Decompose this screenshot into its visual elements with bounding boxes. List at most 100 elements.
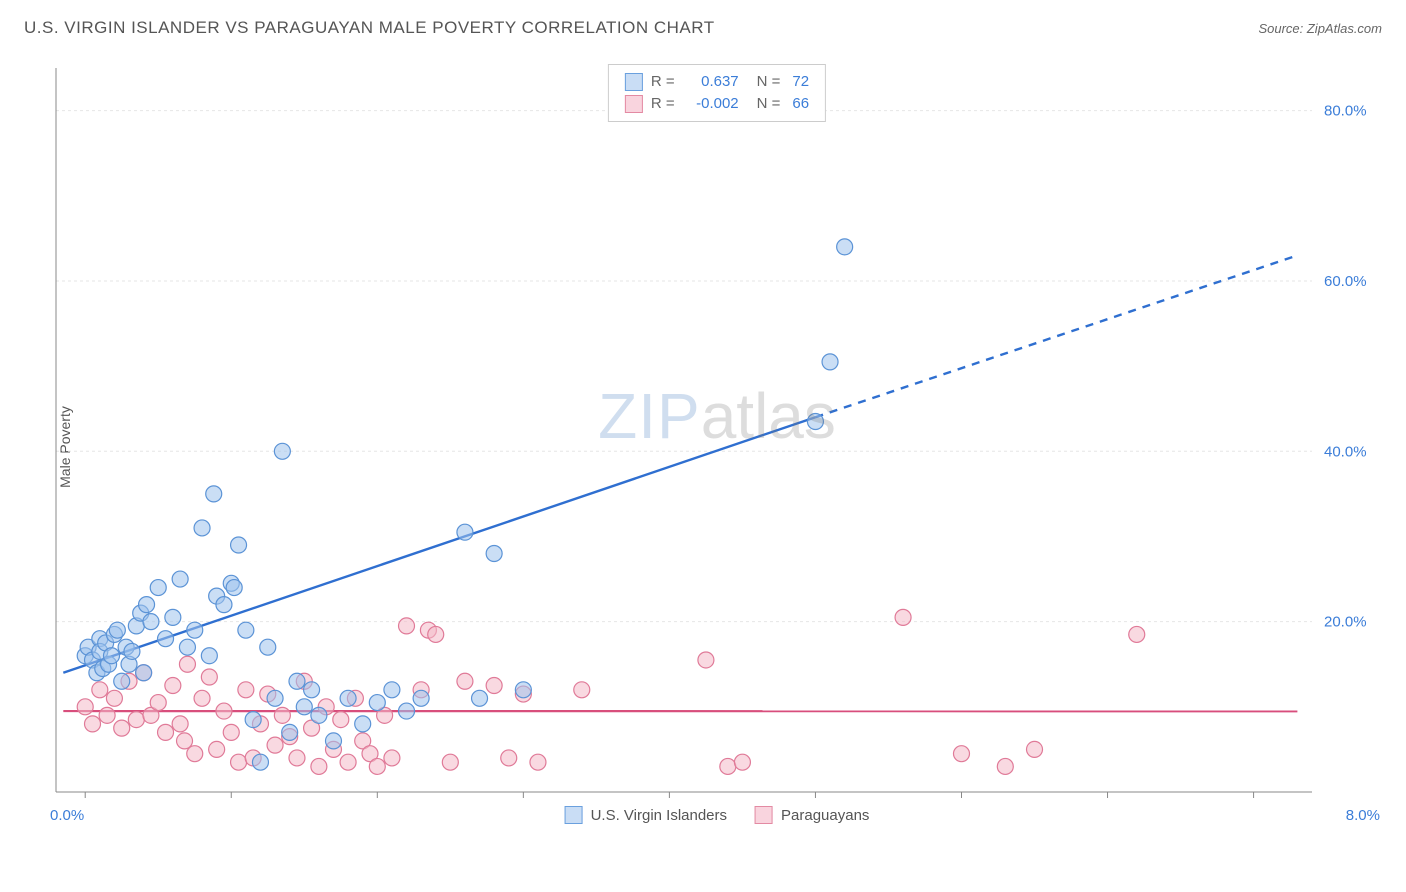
data-point [201, 648, 217, 664]
data-point [165, 678, 181, 694]
series-legend: U.S. Virgin IslandersParaguayans [565, 806, 870, 824]
data-point [179, 656, 195, 672]
corr-n-label: N = [757, 71, 781, 93]
data-point [139, 597, 155, 613]
legend-label: Paraguayans [781, 807, 869, 824]
data-point [325, 733, 341, 749]
data-point [486, 678, 502, 694]
data-point [194, 520, 210, 536]
source-name: ZipAtlas.com [1307, 21, 1382, 36]
source-attribution: Source: ZipAtlas.com [1258, 21, 1382, 36]
data-point [530, 754, 546, 770]
data-point [340, 690, 356, 706]
data-point [296, 699, 312, 715]
data-point [158, 724, 174, 740]
data-point [245, 712, 261, 728]
data-point [150, 580, 166, 596]
x-axis-start-label: 0.0% [50, 807, 84, 824]
data-point [231, 537, 247, 553]
data-point [399, 703, 415, 719]
data-point [201, 669, 217, 685]
data-point [103, 648, 119, 664]
corr-n-value: 72 [792, 71, 809, 93]
data-point [172, 571, 188, 587]
data-point [274, 443, 290, 459]
corr-r-value: 0.637 [683, 71, 739, 93]
data-point [311, 758, 327, 774]
data-point [238, 622, 254, 638]
legend-swatch [755, 806, 773, 824]
data-point [1129, 626, 1145, 642]
data-point [252, 754, 268, 770]
header: U.S. VIRGIN ISLANDER VS PARAGUAYAN MALE … [0, 0, 1406, 46]
data-point [515, 682, 531, 698]
source-prefix: Source: [1258, 21, 1306, 36]
data-point [187, 622, 203, 638]
data-point [158, 631, 174, 647]
data-point [231, 754, 247, 770]
data-point [822, 354, 838, 370]
data-point [574, 682, 590, 698]
data-point [304, 682, 320, 698]
data-point [720, 758, 736, 774]
corr-r-label: R = [651, 71, 675, 93]
data-point [267, 737, 283, 753]
data-point [282, 724, 298, 740]
data-point [698, 652, 714, 668]
data-point [128, 712, 144, 728]
data-point [274, 707, 290, 723]
x-axis-end-label: 8.0% [1346, 807, 1380, 824]
data-point [109, 622, 125, 638]
data-point [997, 758, 1013, 774]
data-point [384, 682, 400, 698]
data-point [136, 665, 152, 681]
data-point [260, 639, 276, 655]
data-point [238, 682, 254, 698]
data-point [114, 673, 130, 689]
data-point [99, 707, 115, 723]
trend-line-extrapolated [815, 255, 1297, 417]
data-point [267, 690, 283, 706]
data-point [501, 750, 517, 766]
data-point [85, 716, 101, 732]
correlation-row: R = 0.637 N = 72 [625, 71, 809, 93]
data-point [206, 486, 222, 502]
data-point [187, 746, 203, 762]
data-point [457, 673, 473, 689]
data-point [442, 754, 458, 770]
data-point [384, 750, 400, 766]
legend-item: Paraguayans [755, 806, 869, 824]
correlation-row: R =-0.002N =66 [625, 93, 809, 115]
data-point [1027, 741, 1043, 757]
data-point [413, 690, 429, 706]
data-point [209, 741, 225, 757]
data-point [92, 682, 108, 698]
corr-r-label: R = [651, 93, 675, 115]
data-point [369, 695, 385, 711]
data-point [172, 716, 188, 732]
data-point [226, 580, 242, 596]
legend-swatch [565, 806, 583, 824]
data-point [428, 626, 444, 642]
data-point [289, 750, 305, 766]
legend-swatch [625, 95, 643, 113]
data-point [333, 712, 349, 728]
y-tick-label: 20.0% [1324, 614, 1367, 631]
data-point [340, 754, 356, 770]
data-point [223, 724, 239, 740]
data-point [953, 746, 969, 762]
data-point [289, 673, 305, 689]
data-point [165, 609, 181, 625]
correlation-legend: R =0.637N =72R =-0.002N =66 [608, 64, 826, 122]
data-point [194, 690, 210, 706]
data-point [216, 597, 232, 613]
corr-n-label: N = [757, 93, 781, 115]
data-point [143, 614, 159, 630]
data-point [486, 546, 502, 562]
data-point [114, 720, 130, 736]
scatter-plot: 20.0%40.0%60.0%80.0% [52, 62, 1382, 832]
data-point [106, 690, 122, 706]
legend-swatch [625, 73, 643, 91]
corr-r-value: -0.002 [683, 93, 739, 115]
chart-title: U.S. VIRGIN ISLANDER VS PARAGUAYAN MALE … [24, 18, 715, 38]
